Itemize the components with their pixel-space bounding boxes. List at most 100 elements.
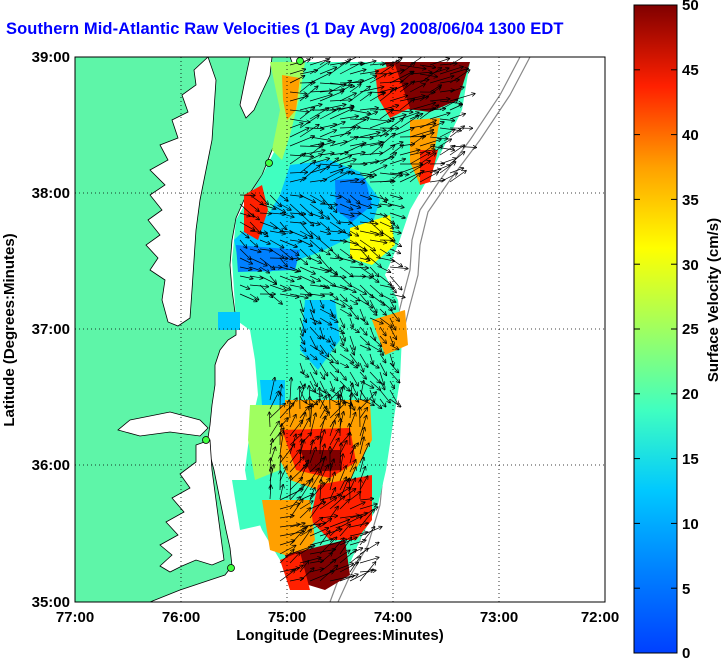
x-tick-label: 77:00 xyxy=(56,609,94,626)
velocity-vector xyxy=(429,99,450,101)
velocity-vector xyxy=(339,335,344,345)
velocity-vector xyxy=(319,91,344,102)
colorbar-tick-label: 50 xyxy=(682,0,699,14)
velocity-vector xyxy=(339,159,356,165)
pamlico-sound xyxy=(159,439,225,573)
velocity-vector xyxy=(439,158,456,165)
velocity-vector xyxy=(359,230,378,235)
velocity-vector xyxy=(269,194,281,206)
velocity-vector xyxy=(399,150,420,156)
velocity-vector xyxy=(289,415,296,428)
velocity-vector xyxy=(349,308,358,319)
velocity-vector xyxy=(369,204,381,206)
velocity-vector xyxy=(349,182,364,183)
velocity-vector xyxy=(439,67,463,75)
velocity-vector xyxy=(349,523,368,528)
velocity-vector xyxy=(319,560,336,573)
velocity-vector xyxy=(319,130,336,138)
velocity-vector xyxy=(369,362,379,368)
velocity-vector xyxy=(279,221,286,229)
velocity-vector xyxy=(279,485,283,500)
velocity-vector xyxy=(389,267,408,269)
velocity-vector xyxy=(319,67,337,75)
velocity-vector xyxy=(309,458,324,473)
velocity-vector xyxy=(389,145,403,156)
velocity-vector xyxy=(369,165,387,174)
colorbar-tick-label: 45 xyxy=(682,62,699,79)
velocity-vector xyxy=(369,398,382,408)
velocity-vector xyxy=(289,499,303,519)
velocity-vector xyxy=(259,266,269,273)
velocity-vector xyxy=(329,538,344,555)
velocity-vector xyxy=(419,64,436,68)
velocity-vector xyxy=(329,335,335,346)
velocity-vector xyxy=(319,406,327,419)
velocity-vector xyxy=(399,72,414,84)
velocity-vector xyxy=(449,70,470,84)
velocity-vector xyxy=(359,308,365,321)
velocity-vector xyxy=(309,483,324,501)
velocity-vector xyxy=(429,113,450,120)
velocity-vector xyxy=(359,133,380,138)
velocity-vector xyxy=(339,326,345,341)
velocity-vector xyxy=(419,153,436,165)
velocity-vector xyxy=(359,258,370,261)
velocity-vector xyxy=(319,498,336,510)
velocity-vector xyxy=(239,275,253,279)
velocity-vector xyxy=(269,248,284,258)
velocity-vector xyxy=(399,165,422,174)
velocity-vector xyxy=(389,389,398,405)
velocity-vector xyxy=(279,203,291,210)
y-tick-label: 35:00 xyxy=(32,594,70,611)
velocity-vector xyxy=(419,87,441,102)
velocity-vector xyxy=(309,266,329,272)
velocity-vector xyxy=(359,194,371,199)
velocity-vector xyxy=(349,86,370,102)
velocity-vector xyxy=(279,194,288,201)
velocity-vector xyxy=(389,293,405,297)
x-tick-label: 75:00 xyxy=(268,609,306,626)
velocity-vector xyxy=(359,408,367,419)
velocity-vector xyxy=(289,497,300,510)
velocity-vector xyxy=(329,221,345,232)
velocity-vector xyxy=(319,380,326,393)
velocity-vector xyxy=(309,294,324,296)
velocity-vector xyxy=(339,222,352,223)
velocity-vector xyxy=(319,553,332,564)
velocity-vector xyxy=(389,194,402,199)
velocity-vector xyxy=(329,258,343,259)
velocity-vector xyxy=(349,492,361,501)
velocity-vector xyxy=(439,119,455,121)
velocity-vector xyxy=(299,362,304,374)
velocity-vector xyxy=(299,154,322,165)
velocity-vector xyxy=(389,380,394,388)
velocity-vector xyxy=(329,308,335,318)
velocity-vector xyxy=(319,308,333,316)
velocity-vector xyxy=(359,467,365,482)
colorbar-tick-label: 40 xyxy=(682,127,699,144)
velocity-vector xyxy=(339,248,352,258)
velocity-vector xyxy=(339,516,362,528)
velocity-vector xyxy=(349,284,366,294)
velocity-vector xyxy=(409,136,424,147)
velocity-vector xyxy=(349,362,358,368)
velocity-vector xyxy=(309,299,314,313)
velocity-vector xyxy=(329,122,345,129)
velocity-vector xyxy=(329,133,350,138)
velocity-vector xyxy=(369,371,380,383)
velocity-vector xyxy=(299,275,315,283)
velocity-vector xyxy=(399,81,414,93)
velocity-vector xyxy=(359,293,368,304)
velocity-vector xyxy=(309,194,325,204)
velocity-vector xyxy=(279,550,294,564)
velocity-vector xyxy=(289,172,307,173)
velocity-vector xyxy=(269,203,285,212)
velocity-vector xyxy=(429,59,449,66)
velocity-vector xyxy=(389,299,395,309)
velocity-vector xyxy=(299,326,303,336)
velocity-vector xyxy=(319,194,332,209)
velocity-vector xyxy=(289,400,290,419)
velocity-vector xyxy=(329,507,338,519)
velocity-vector xyxy=(449,168,464,174)
velocity-vector xyxy=(309,59,329,66)
